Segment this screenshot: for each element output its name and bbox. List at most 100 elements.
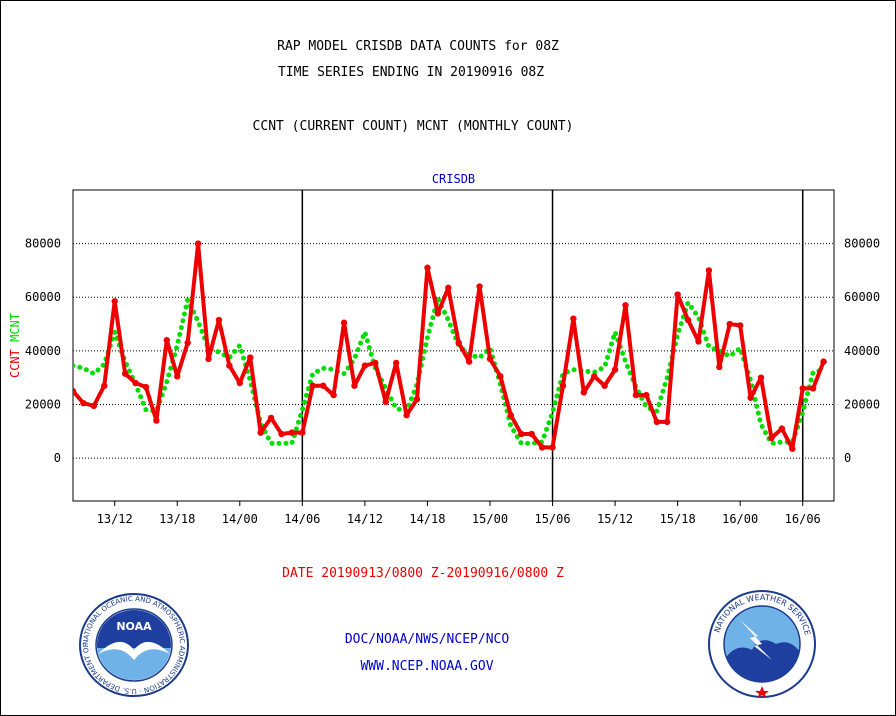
y-tick-label-right: 20000: [844, 397, 880, 411]
x-tick-label: 15/00: [472, 512, 508, 526]
y-tick-label-left: 40000: [25, 344, 61, 358]
data-point-ccnt: [580, 389, 588, 396]
data-point-ccnt: [455, 339, 462, 347]
data-point-ccnt: [653, 418, 660, 426]
data-point-ccnt: [476, 283, 483, 290]
data-point-ccnt: [153, 417, 160, 424]
data-point-ccnt: [215, 316, 223, 324]
data-point-ccnt: [570, 315, 577, 322]
data-point-ccnt: [184, 339, 191, 347]
y-axis-label: CCNT MCNT: [8, 313, 22, 378]
data-point-ccnt: [716, 363, 723, 371]
data-point-ccnt: [132, 379, 139, 387]
data-point-ccnt: [413, 395, 421, 403]
data-point-ccnt: [622, 302, 629, 309]
series-line-mcnt: [73, 296, 827, 446]
data-point-ccnt: [507, 412, 515, 419]
data-point-ccnt: [528, 430, 535, 438]
data-point-ccnt: [632, 391, 640, 399]
data-point-ccnt: [768, 434, 775, 442]
chart-title-line2: TIME SERIES ENDING IN 20190916 08Z: [277, 65, 545, 80]
data-point-ccnt: [340, 319, 348, 326]
data-point-ccnt: [361, 362, 369, 369]
data-point-ccnt: [601, 382, 608, 389]
data-point-ccnt: [101, 382, 108, 389]
data-point-ccnt: [757, 374, 765, 381]
data-point-ccnt: [288, 429, 296, 436]
x-tick-label: 13/18: [159, 512, 195, 526]
data-point-ccnt: [267, 414, 275, 422]
y-tick-label-right: 80000: [844, 237, 880, 251]
data-point-ccnt: [465, 358, 473, 365]
chart-title-line1: RAP MODEL CRISDB DATA COUNTS for 08Z: [277, 39, 559, 54]
x-tick-label: 15/18: [660, 512, 696, 526]
chart-subtitle: CCNT (CURRENT COUNT) MCNT (MONTHLY COUNT…: [252, 119, 574, 134]
series-ccnt: [73, 240, 827, 452]
nws-logo: NATIONAL WEATHER SERVICE: [708, 590, 816, 698]
data-point-ccnt: [403, 412, 410, 419]
series-line-ccnt: [73, 241, 826, 451]
x-tick-label: 15/06: [534, 512, 570, 526]
data-point-ccnt: [611, 366, 619, 373]
data-point-ccnt: [330, 391, 337, 399]
data-point-ccnt: [142, 383, 150, 391]
data-point-ccnt: [799, 385, 806, 392]
data-point-ccnt: [747, 394, 754, 401]
data-point-ccnt: [111, 298, 118, 305]
x-tick-label: 14/00: [222, 512, 258, 526]
data-point-ccnt: [445, 284, 452, 292]
data-point-ccnt: [90, 402, 98, 410]
data-point-ccnt: [497, 373, 504, 380]
data-point-ccnt: [247, 354, 254, 361]
data-point-ccnt: [778, 425, 786, 432]
data-point-ccnt: [591, 373, 598, 380]
data-point-ccnt: [643, 391, 650, 399]
y-tick-label-left: 60000: [25, 290, 61, 304]
y-tick-label-left: 80000: [25, 237, 61, 251]
x-tick-label: 14/18: [409, 512, 445, 526]
website-link[interactable]: WWW.NCEP.NOAA.GOV: [360, 659, 494, 674]
series-mcnt: [73, 296, 827, 446]
data-point-ccnt: [664, 418, 671, 426]
data-point-ccnt: [80, 399, 87, 407]
data-point-ccnt: [695, 338, 702, 345]
data-point-ccnt: [299, 429, 306, 436]
data-point-ccnt: [538, 444, 546, 451]
data-point-ccnt: [236, 379, 243, 387]
y-tick-label-left: 20000: [25, 397, 61, 411]
data-point-ccnt: [226, 362, 233, 369]
data-point-ccnt: [674, 291, 681, 298]
noaa-logo: NATIONAL OCEANIC AND ATMOSPHERIC ADMINIS…: [78, 592, 189, 697]
data-point-ccnt: [121, 370, 129, 377]
date-range: DATE 20190913/0800 Z-20190916/0800 Z: [282, 566, 564, 581]
plot-area: [72, 189, 835, 502]
x-tick-label: 14/06: [284, 512, 320, 526]
y-tick-label-right: 0: [844, 451, 851, 465]
data-point-ccnt: [684, 316, 692, 324]
data-point-ccnt: [392, 359, 400, 367]
data-point-ccnt: [73, 387, 77, 395]
x-tick-label: 16/00: [722, 512, 758, 526]
data-point-ccnt: [559, 382, 567, 389]
data-point-ccnt: [309, 382, 316, 389]
data-point-ccnt: [278, 430, 285, 438]
data-point-ccnt: [809, 385, 817, 392]
x-tick-label: 14/12: [347, 512, 383, 526]
data-point-ccnt: [319, 382, 327, 389]
agency-text: DOC/NOAA/NWS/NCEP/NCO: [344, 632, 510, 647]
data-point-ccnt: [194, 240, 202, 247]
data-point-ccnt: [163, 336, 171, 344]
data-point-ccnt: [382, 398, 389, 406]
data-point-ccnt: [726, 320, 733, 328]
data-point-ccnt: [424, 264, 431, 271]
noaa-logo-label: NOAA: [116, 620, 152, 633]
data-point-ccnt: [705, 267, 713, 274]
data-point-ccnt: [351, 382, 358, 389]
y-axis-label-mcnt: MCNT: [8, 313, 22, 349]
data-point-ccnt: [486, 355, 494, 363]
data-point-ccnt: [736, 322, 744, 329]
data-point-ccnt: [789, 445, 796, 452]
x-tick-label: 16/06: [785, 512, 821, 526]
x-tick-label: 15/12: [597, 512, 633, 526]
y-tick-label-right: 40000: [844, 344, 880, 358]
